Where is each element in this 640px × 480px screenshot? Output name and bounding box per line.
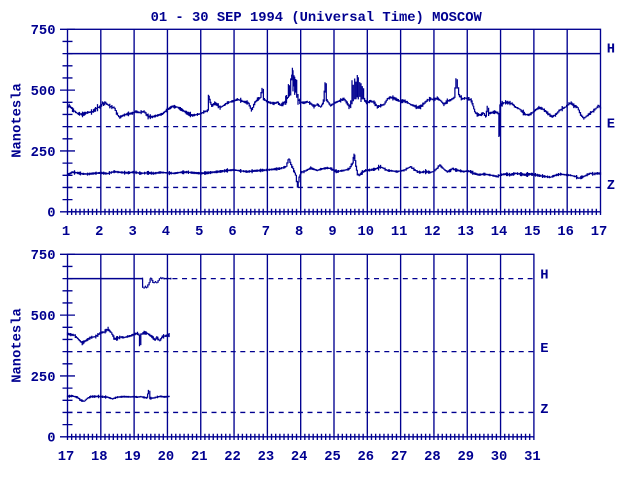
svg-text:500: 500 xyxy=(31,310,56,325)
svg-text:23: 23 xyxy=(258,450,275,465)
svg-text:18: 18 xyxy=(91,450,108,465)
svg-text:01 - 30 SEP 1994 (Universal Ti: 01 - 30 SEP 1994 (Universal Time) MOSCOW xyxy=(151,10,483,26)
svg-text:500: 500 xyxy=(31,85,56,100)
svg-text:17: 17 xyxy=(591,225,608,240)
svg-text:Z: Z xyxy=(540,403,548,418)
svg-text:Nanotesla: Nanotesla xyxy=(10,308,26,383)
svg-text:7: 7 xyxy=(262,225,270,240)
svg-text:26: 26 xyxy=(358,450,375,465)
svg-text:250: 250 xyxy=(31,371,56,386)
svg-text:3: 3 xyxy=(128,225,136,240)
svg-text:H: H xyxy=(540,269,548,284)
svg-text:27: 27 xyxy=(391,450,408,465)
svg-text:16: 16 xyxy=(557,225,574,240)
svg-text:20: 20 xyxy=(158,450,175,465)
svg-text:1: 1 xyxy=(62,225,70,240)
svg-text:H: H xyxy=(607,43,615,58)
svg-text:E: E xyxy=(607,117,615,132)
svg-text:E: E xyxy=(540,342,548,357)
svg-text:21: 21 xyxy=(191,450,208,465)
svg-text:4: 4 xyxy=(162,225,170,240)
svg-text:0: 0 xyxy=(47,432,55,447)
svg-text:13: 13 xyxy=(457,225,474,240)
svg-text:19: 19 xyxy=(124,450,141,465)
svg-text:10: 10 xyxy=(358,225,375,240)
svg-text:Nanotesla: Nanotesla xyxy=(10,83,26,158)
svg-text:22: 22 xyxy=(224,450,241,465)
svg-text:250: 250 xyxy=(31,146,56,161)
svg-text:2: 2 xyxy=(95,225,103,240)
svg-text:29: 29 xyxy=(457,450,474,465)
svg-text:Z: Z xyxy=(607,179,615,194)
svg-text:0: 0 xyxy=(47,207,55,222)
svg-text:5: 5 xyxy=(195,225,203,240)
svg-text:28: 28 xyxy=(424,450,441,465)
svg-text:30: 30 xyxy=(491,450,508,465)
svg-text:8: 8 xyxy=(295,225,303,240)
svg-text:15: 15 xyxy=(524,225,541,240)
svg-text:750: 750 xyxy=(31,24,56,39)
svg-text:17: 17 xyxy=(58,450,75,465)
svg-text:12: 12 xyxy=(424,225,441,240)
svg-text:24: 24 xyxy=(291,450,308,465)
svg-text:31: 31 xyxy=(524,450,541,465)
svg-text:25: 25 xyxy=(324,450,341,465)
svg-text:6: 6 xyxy=(228,225,236,240)
svg-text:11: 11 xyxy=(391,225,408,240)
svg-text:750: 750 xyxy=(31,249,56,264)
svg-text:9: 9 xyxy=(328,225,336,240)
svg-text:14: 14 xyxy=(491,225,508,240)
